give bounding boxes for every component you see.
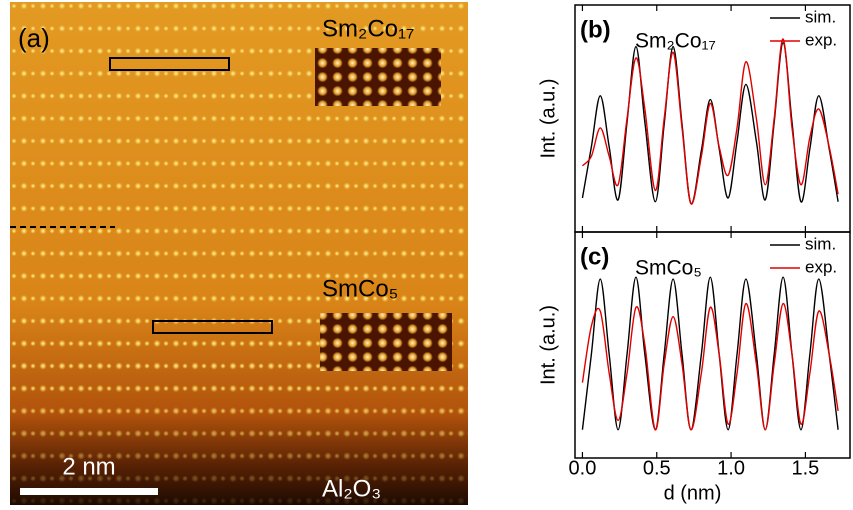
stem-image: (a) Sm₂Co₁₇ SmCo₅ 2 nm Al₂O₃: [10, 2, 468, 505]
x-axis-label: d (nm): [664, 482, 722, 504]
scale-bar: [20, 488, 158, 495]
panel-label: (a): [18, 23, 50, 53]
substrate-label: Al₂O₃: [322, 475, 381, 502]
profile-line: [582, 304, 838, 430]
panel-label: (b): [580, 16, 611, 43]
x-tick-label: 1.0: [717, 457, 745, 479]
y-axis-label: Int. (a.u.): [537, 305, 559, 385]
sim-inset: [320, 313, 452, 371]
figure: (a) Sm₂Co₁₇ SmCo₅ 2 nm Al₂O₃ sim. exp. (b)…: [0, 0, 853, 510]
legend-label: exp.: [805, 257, 837, 276]
sim-inset: [315, 48, 441, 106]
profile-plots: sim. exp. (b) Sm₂Co₁₇ Int. (a.u.) 0.0 0.5 1.0 1.…: [537, 5, 850, 504]
legend-label: sim.: [805, 7, 836, 26]
phase-label: SmCo₅: [635, 257, 702, 280]
phase-label: SmCo₅: [322, 275, 398, 302]
x-tick-label: 0.5: [643, 457, 671, 479]
x-tick-label: 0.0: [569, 457, 597, 479]
panel-label: (c): [580, 243, 609, 270]
legend-label: sim.: [805, 234, 836, 253]
x-tick-label: 1.5: [791, 457, 819, 479]
profile-line: [582, 277, 838, 430]
y-axis-label: Int. (a.u.): [537, 78, 559, 158]
scale-label: 2 nm: [62, 453, 115, 480]
phase-label: Sm₂Co₁₇: [635, 30, 716, 53]
legend-label: exp.: [805, 30, 837, 49]
phase-label: Sm₂Co₁₇: [322, 15, 414, 42]
